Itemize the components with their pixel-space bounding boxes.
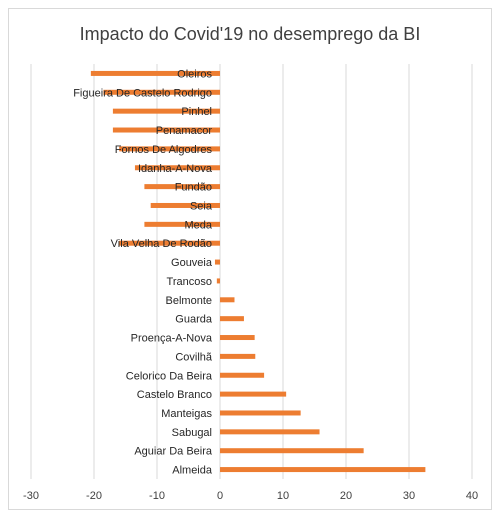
bar <box>119 240 220 246</box>
category-label: Proença-A-Nova <box>131 333 213 345</box>
bar <box>144 184 220 190</box>
grid-lines <box>30 64 473 479</box>
category-labels: Oleiros Figueira De Castelo Rodrigo Pinhel… <box>73 68 213 476</box>
bar <box>144 221 220 227</box>
category-label: Manteigas <box>161 408 212 420</box>
bar <box>220 297 235 303</box>
category-label: Vila Velha De Rodão <box>111 238 212 250</box>
category-label: Meda <box>184 219 212 231</box>
bar <box>220 335 255 341</box>
x-tick-labels: -30 -20 -10 0 10 20 30 40 <box>23 490 478 502</box>
bar <box>150 202 220 208</box>
bars <box>90 70 426 473</box>
x-tick-label: -30 <box>23 490 39 502</box>
category-label: Celorico Da Beira <box>126 370 213 382</box>
bar <box>220 467 426 473</box>
bar <box>220 429 320 435</box>
x-tick-label: -20 <box>86 490 102 502</box>
category-label: Figueira De Castelo Rodrigo <box>73 87 212 99</box>
x-tick-label: 40 <box>466 490 478 502</box>
x-tick-label: 10 <box>277 490 289 502</box>
category-label: Penamacor <box>156 125 213 137</box>
x-tick-label: 30 <box>403 490 415 502</box>
category-label: Fornos De Algodres <box>115 144 213 156</box>
bar <box>216 278 220 284</box>
bar <box>220 448 364 454</box>
category-label: Guarda <box>175 314 213 326</box>
bar <box>220 372 265 378</box>
category-label: Pinhel <box>181 106 212 118</box>
bar <box>119 146 220 152</box>
bar <box>134 165 220 171</box>
category-label: Trancoso <box>167 276 212 288</box>
bar <box>220 353 256 359</box>
bar <box>112 108 220 114</box>
x-tick-label: 20 <box>340 490 352 502</box>
x-tick-label: 0 <box>217 490 223 502</box>
bar <box>220 316 244 322</box>
category-label: Sabugal <box>172 427 212 439</box>
category-label: Idanha-A-Nova <box>138 163 213 175</box>
category-label: Seia <box>190 200 213 212</box>
category-label: Almeida <box>172 465 213 477</box>
category-label: Castelo Branco <box>137 389 212 401</box>
bar <box>220 391 287 397</box>
bar <box>103 89 220 95</box>
x-tick-label: -10 <box>149 490 165 502</box>
category-label: Gouveia <box>171 257 213 269</box>
bar <box>220 410 301 416</box>
bar <box>90 70 220 76</box>
chart-title: Impacto do Covid'19 no desemprego da BI <box>79 24 421 44</box>
chart-frame <box>8 8 492 510</box>
category-label: Aguiar Da Beira <box>134 446 213 458</box>
category-label: Belmonte <box>166 295 212 307</box>
bar <box>214 259 220 265</box>
bar <box>112 127 220 133</box>
category-label: Covilhã <box>175 351 213 363</box>
category-label: Fundão <box>175 182 212 194</box>
category-label: Oleiros <box>177 68 212 80</box>
